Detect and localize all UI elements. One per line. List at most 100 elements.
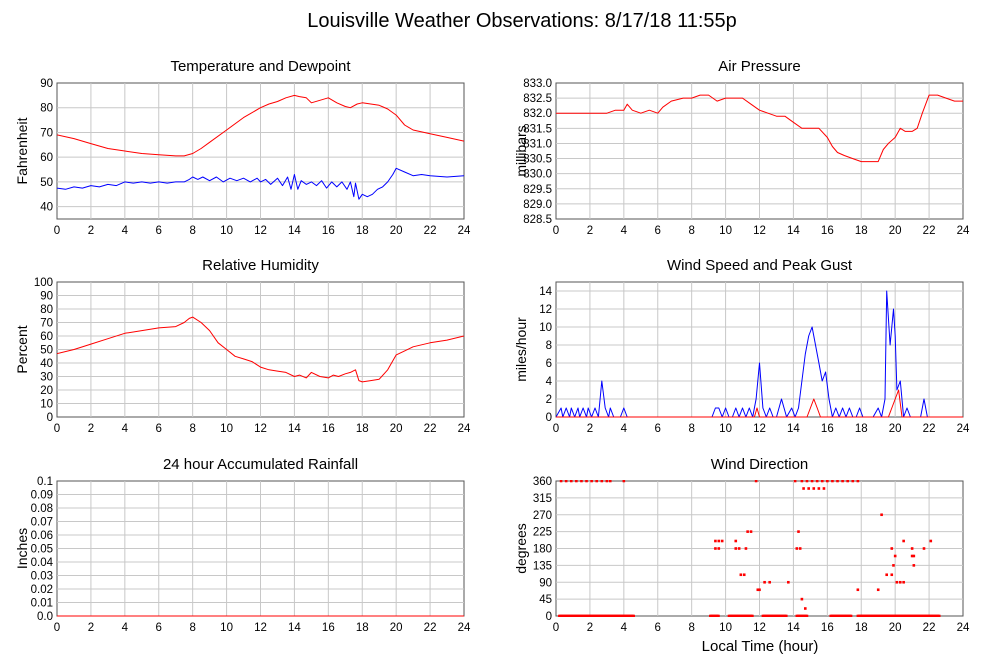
wind-x-tick-label: 0 bbox=[553, 423, 559, 435]
direction-point bbox=[803, 607, 807, 610]
rain-y-tick-label: 0.05 bbox=[31, 544, 53, 556]
rain-x-tick-label: 6 bbox=[156, 622, 162, 634]
humidity-chart: Relative HumidityPercent0102030405060708… bbox=[14, 257, 471, 435]
temp-x-tick-label: 22 bbox=[424, 225, 437, 237]
direction-point bbox=[797, 530, 800, 533]
direction-y-axis-label: degrees bbox=[513, 523, 529, 574]
temp-x-tick-label: 10 bbox=[220, 225, 233, 237]
humidity-y-tick-label: 30 bbox=[40, 372, 53, 384]
direction-point bbox=[836, 480, 839, 483]
pressure-x-tick-label: 18 bbox=[855, 225, 868, 237]
humidity-y-tick-label: 70 bbox=[40, 318, 53, 330]
rain-x-tick-label: 18 bbox=[356, 622, 369, 634]
wind-x-tick-label: 22 bbox=[923, 423, 936, 435]
temp-y-tick-label: 60 bbox=[40, 152, 53, 164]
rain-x-tick-label: 22 bbox=[424, 622, 437, 634]
direction-point bbox=[749, 530, 753, 533]
direction-point bbox=[841, 480, 844, 483]
direction-point bbox=[826, 480, 829, 483]
temp-x-tick-label: 0 bbox=[54, 225, 60, 237]
temp-data bbox=[57, 94, 464, 200]
direction-point bbox=[831, 480, 834, 483]
direction-point bbox=[600, 480, 604, 483]
direction-point bbox=[880, 513, 883, 517]
humidity-data bbox=[57, 316, 464, 383]
direction-point bbox=[910, 554, 914, 558]
direction-point bbox=[580, 480, 583, 483]
direction-title: Wind Direction bbox=[711, 456, 809, 473]
wind-y-tick-label: 8 bbox=[546, 340, 552, 352]
temp-x-tick-label: 18 bbox=[356, 225, 369, 237]
rain-y-tick-label: 0.0 bbox=[37, 611, 53, 623]
humidity-y-tick-label: 90 bbox=[40, 291, 53, 303]
direction-point bbox=[800, 597, 804, 601]
direction-point bbox=[795, 547, 799, 550]
wind-series-line-1 bbox=[556, 389, 963, 418]
pressure-chart: Air Pressure millibars 828.5 829.0 829.5 830.… bbox=[513, 58, 970, 237]
temp-x-tick-label: 6 bbox=[156, 225, 162, 237]
direction-point bbox=[559, 480, 563, 483]
direction-point bbox=[912, 564, 916, 567]
humidity-y-axis-label: Percent bbox=[14, 325, 30, 373]
pressure-y-tick-label: 829.0 bbox=[523, 199, 552, 211]
wind-x-tick-label: 8 bbox=[688, 423, 694, 435]
rain-x-tick-label: 4 bbox=[122, 622, 129, 634]
humidity-y-tick-label: 20 bbox=[40, 385, 53, 397]
direction-point bbox=[717, 539, 721, 543]
pressure-x-tick-label: 0 bbox=[553, 225, 559, 237]
direction-point bbox=[734, 547, 738, 550]
direction-x-tick-label: 14 bbox=[787, 622, 800, 634]
pressure-x-tick-label: 24 bbox=[957, 225, 970, 237]
pressure-y-tick-label: 829.5 bbox=[523, 184, 552, 196]
rain-y-tick-label: 0.03 bbox=[31, 571, 53, 583]
wind-x-tick-label: 14 bbox=[787, 423, 800, 435]
wind-y-axis-label: miles/hour bbox=[513, 317, 529, 382]
direction-point bbox=[898, 580, 902, 584]
rain-chart: 24 hour Accumulated RainfallInches0.00.0… bbox=[14, 456, 471, 634]
direction-point bbox=[751, 614, 754, 617]
direction-point bbox=[802, 487, 805, 490]
direction-point bbox=[910, 547, 914, 550]
direction-x-tick-label: 10 bbox=[719, 622, 732, 634]
temp-y-axis-label: Fahrenheit bbox=[14, 117, 30, 184]
humidity-x-tick-label: 0 bbox=[54, 423, 60, 435]
temp-title: Temperature and Dewpoint bbox=[170, 58, 351, 75]
direction-point bbox=[902, 580, 905, 584]
rain-y-tick-label: 0.1 bbox=[37, 476, 53, 488]
direction-point bbox=[822, 487, 826, 490]
pressure-y-tick-label: 831.0 bbox=[523, 138, 552, 150]
rain-y-tick-label: 0.09 bbox=[31, 490, 53, 502]
direction-x-tick-label: 18 bbox=[855, 622, 868, 634]
humidity-x-tick-label: 24 bbox=[458, 423, 471, 435]
temp-x-tick-label: 16 bbox=[322, 225, 335, 237]
rain-y-tick-label: 0.07 bbox=[31, 517, 53, 529]
direction-chart: Wind Directiondegrees0459013518022527031… bbox=[513, 456, 970, 634]
humidity-y-tick-label: 60 bbox=[40, 331, 53, 343]
temp-x-tick-label: 2 bbox=[88, 225, 94, 237]
humidity-x-tick-label: 2 bbox=[88, 423, 94, 435]
direction-point bbox=[595, 480, 598, 483]
pressure-x-tick-label: 10 bbox=[719, 225, 732, 237]
temp-series-line-1 bbox=[57, 167, 464, 200]
direction-point bbox=[912, 554, 916, 558]
temp-x-tick-label: 8 bbox=[189, 225, 195, 237]
wind-chart: Wind Speed and Peak Gustmiles/hour024681… bbox=[513, 257, 970, 435]
rain-x-tick-label: 24 bbox=[458, 622, 471, 634]
direction-x-tick-label: 20 bbox=[889, 622, 902, 634]
temp-x-tick-label: 4 bbox=[122, 225, 129, 237]
direction-y-tick-label: 180 bbox=[533, 544, 552, 556]
direction-point bbox=[758, 588, 761, 592]
humidity-y-tick-label: 40 bbox=[40, 358, 53, 370]
humidity-x-tick-label: 6 bbox=[156, 423, 162, 435]
direction-point bbox=[585, 480, 588, 483]
direction-point bbox=[744, 547, 748, 550]
direction-point bbox=[784, 614, 788, 617]
humidity-x-tick-label: 12 bbox=[254, 423, 267, 435]
wind-x-tick-label: 6 bbox=[655, 423, 661, 435]
pressure-x-tick-label: 16 bbox=[821, 225, 834, 237]
direction-point bbox=[746, 530, 749, 533]
direction-point bbox=[849, 614, 853, 617]
direction-x-tick-label: 2 bbox=[587, 622, 593, 634]
direction-y-tick-label: 360 bbox=[533, 476, 552, 488]
